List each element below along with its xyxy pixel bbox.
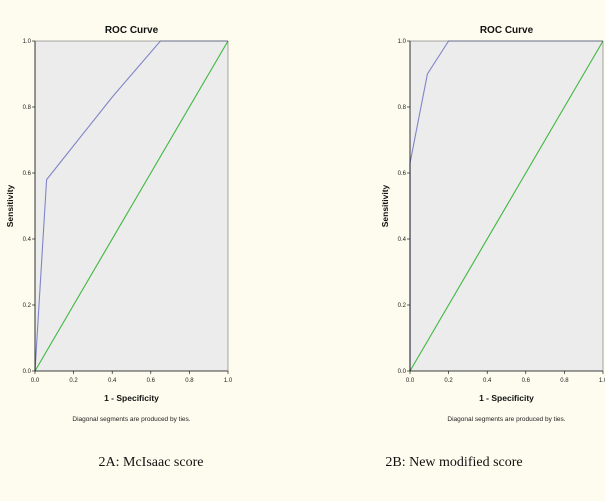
y-tick-label: 0.6	[23, 171, 32, 177]
roc-panel-mcisaac: 0.0 0.2 0.4 0.6 0.8 1.0 0.0 0.2 0.4 0.6 0.8 1.0 ROC …	[0, 0, 302, 501]
y-tick-label: 0.2	[23, 303, 32, 309]
figure-caption-new-modified: 2B: New modified score	[385, 455, 523, 470]
chart-title: ROC Curve	[105, 25, 159, 36]
x-tick-label: 0.0	[31, 378, 40, 384]
x-tick-label: 0.2	[444, 378, 453, 384]
y-axis-title: Sensitivity	[5, 184, 15, 227]
x-tick-label: 0.4	[483, 378, 492, 384]
x-tick-label: 0.6	[147, 378, 156, 384]
x-axis-title: 1 - Specificity	[104, 393, 159, 403]
x-tick-label: 0.8	[185, 378, 194, 384]
figure-caption-mcisaac: 2A: McIsaac score	[98, 455, 204, 470]
reference-diagonal-line	[409, 40, 604, 372]
y-tick-label: 1.0	[23, 39, 32, 45]
x-tick-label: 0.4	[108, 378, 117, 384]
roc-panel-new-modified: 0.0 0.2 0.4 0.6 0.8 1.0 0.0 0.2 0.4 0.6 0.8 1.0 ROC …	[303, 0, 605, 501]
y-tick-label: 0.2	[398, 303, 407, 309]
y-tick-label: 0.8	[398, 105, 407, 111]
x-tick-label: 0.8	[560, 378, 569, 384]
x-tick-label: 1.0	[224, 378, 233, 384]
y-tick-label: 0.4	[23, 237, 32, 243]
chart-title: ROC Curve	[480, 25, 534, 36]
x-tick-label: 0.6	[522, 378, 531, 384]
roc-chart-mcisaac: 0.0 0.2 0.4 0.6 0.8 1.0 0.0 0.2 0.4 0.6 0.8 1.0 ROC …	[5, 25, 233, 423]
y-tick-label: 0.8	[23, 105, 32, 111]
roc-chart-new-modified: 0.0 0.2 0.4 0.6 0.8 1.0 0.0 0.2 0.4 0.6 0.8 1.0 ROC …	[380, 25, 605, 423]
x-axis-title: 1 - Specificity	[479, 393, 534, 403]
ties-note: Diagonal segments are produced by ties.	[447, 416, 565, 423]
y-tick-label: 0.4	[398, 237, 407, 243]
y-tick-label: 1.0	[398, 39, 407, 45]
x-tick-label: 0.0	[406, 378, 415, 384]
y-tick-label: 0.0	[398, 369, 407, 375]
reference-diagonal-line	[34, 40, 229, 372]
y-tick-label: 0.0	[23, 369, 32, 375]
x-tick-label: 0.2	[69, 378, 78, 384]
ties-note: Diagonal segments are produced by ties.	[72, 416, 190, 423]
x-tick-label: 1.0	[599, 378, 605, 384]
y-tick-label: 0.6	[398, 171, 407, 177]
y-axis-title: Sensitivity	[380, 184, 390, 227]
